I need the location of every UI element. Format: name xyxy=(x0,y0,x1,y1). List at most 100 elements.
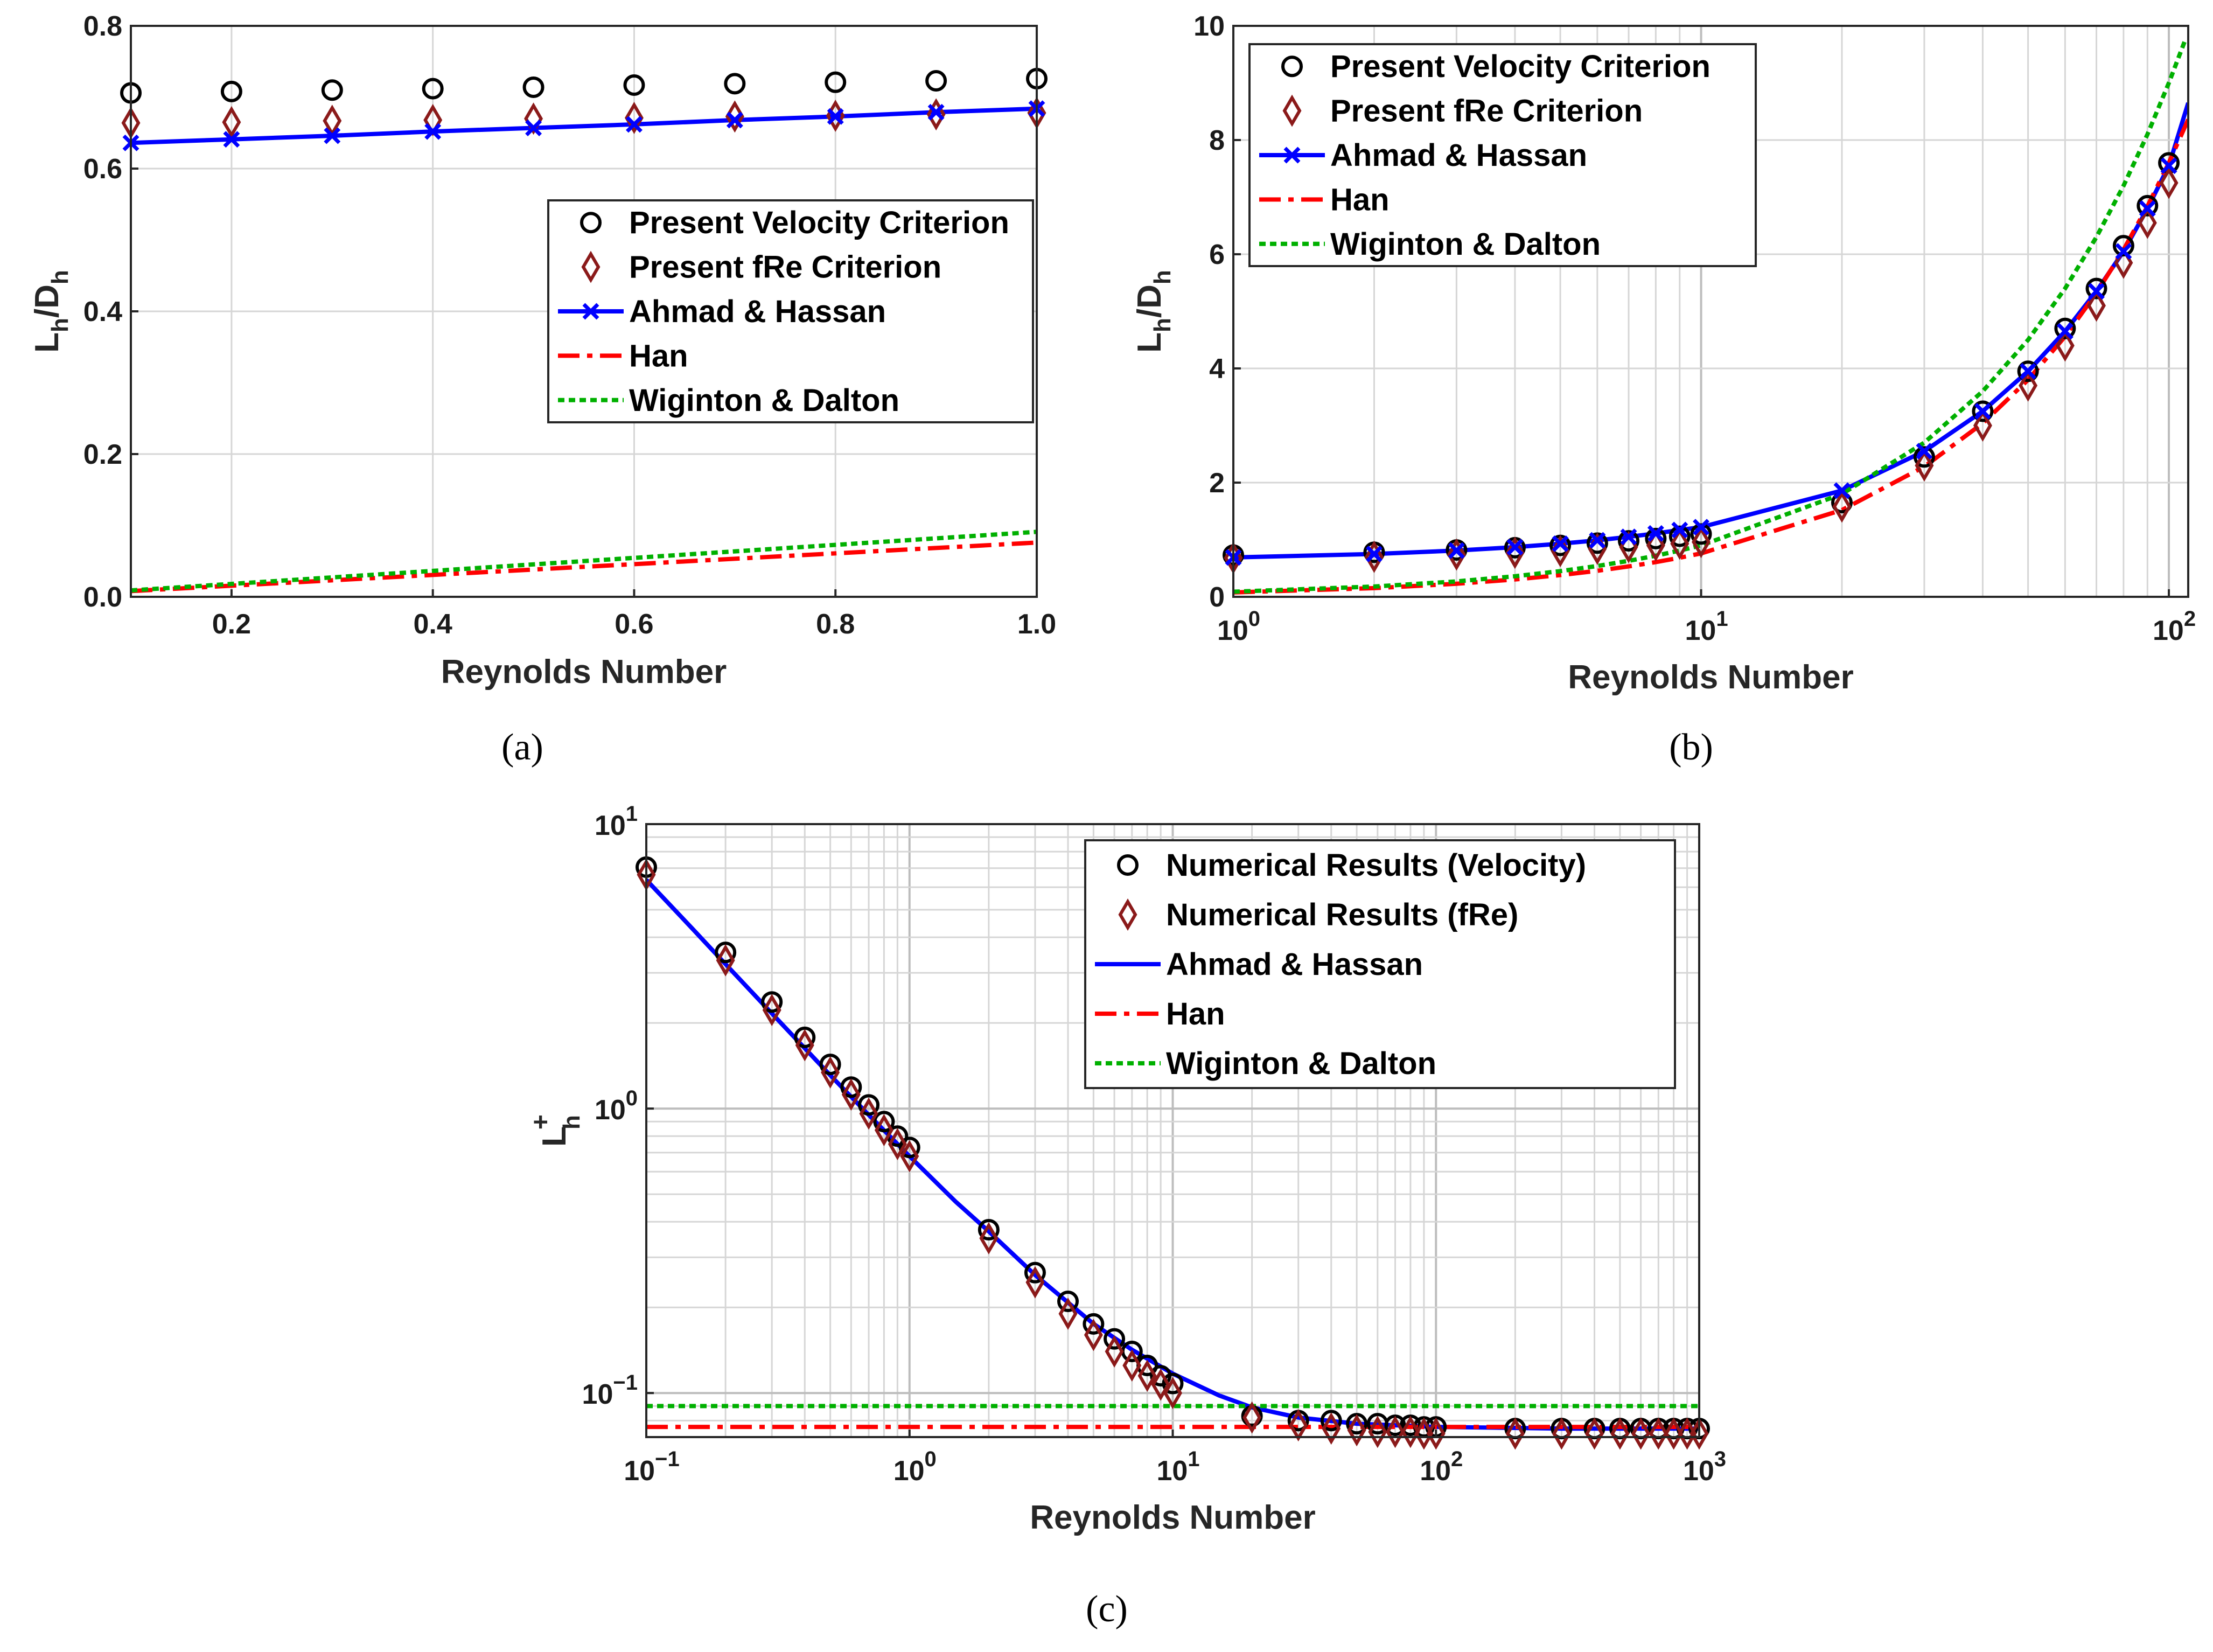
data-point-fre xyxy=(1386,1416,1405,1448)
x-tick-label: 1.0 xyxy=(1017,609,1056,640)
legend-marker-ahmad xyxy=(1283,147,1301,164)
x-tick-label: 10−1 xyxy=(624,1447,679,1487)
data-point-ahmad xyxy=(1671,521,1688,539)
legend-box xyxy=(1084,839,1676,1089)
legend-item-ahmad: Ahmad & Hassan xyxy=(1259,138,1587,173)
y-tick-label: 6 xyxy=(1209,239,1225,270)
data-point-ahmad xyxy=(927,103,945,121)
data-point-fre xyxy=(1122,1349,1142,1382)
data-point-ahmad xyxy=(1506,539,1524,556)
data-point-fre xyxy=(1322,1412,1341,1445)
data-point-fre xyxy=(888,1128,907,1161)
data-point-ahmad xyxy=(1693,519,1709,536)
y-axis-label: Lh/Dh xyxy=(29,270,73,353)
data-point-velocity xyxy=(1972,400,1994,422)
data-point-velocity xyxy=(2137,194,2159,217)
data-point-velocity xyxy=(794,1026,816,1048)
data-point-velocity xyxy=(2112,235,2134,257)
data-point-fre xyxy=(1401,1416,1420,1448)
data-point-fre xyxy=(1552,1417,1571,1450)
legend-item-han: Han xyxy=(558,338,688,373)
tick-exponent: 0 xyxy=(925,1447,937,1471)
x-tick-label: 0.6 xyxy=(615,609,653,640)
legend-item-velocity: Numerical Results (Velocity) xyxy=(1117,848,1586,883)
data-point-ahmad xyxy=(1833,482,1851,499)
legend-label-velocity: Numerical Results (Velocity) xyxy=(1166,848,1586,883)
tick-exponent: 3 xyxy=(1714,1447,1726,1471)
legend-item-fre: Present fRe Criterion xyxy=(1282,94,1643,129)
data-point-fre xyxy=(1058,1298,1078,1330)
data-point-fre xyxy=(1505,536,1525,569)
tick-exponent: 2 xyxy=(2184,607,2196,631)
x-tick-label: 101 xyxy=(1685,607,1728,646)
tick-exponent: 1 xyxy=(626,802,638,826)
x-tick-label: 0.4 xyxy=(414,609,452,640)
legend-item-ahmad: Ahmad & Hassan xyxy=(558,294,886,329)
legend-label-ahmad: Ahmad & Hassan xyxy=(1166,947,1423,982)
data-point-velocity xyxy=(715,942,737,964)
legend-marker-velocity xyxy=(1281,55,1303,78)
legend-label-fre: Present fRe Criterion xyxy=(1330,94,1643,129)
legend-label-ahmad: Ahmad & Hassan xyxy=(1330,138,1587,173)
data-point-fre xyxy=(1631,1417,1651,1450)
data-point-ahmad xyxy=(625,116,643,133)
legend: Present Velocity Criterion Present fRe Cr… xyxy=(547,199,1034,423)
data-point-velocity xyxy=(978,1219,1000,1241)
y-axis-label-part: h xyxy=(47,270,73,284)
legend-item-ahmad: Ahmad & Hassan xyxy=(1095,947,1423,982)
legend-item-wiginton: Wiginton & Dalton xyxy=(1259,227,1601,262)
data-point-fre xyxy=(1242,1401,1262,1434)
panel-caption-c: (c) xyxy=(1086,1588,1128,1630)
legend-label-velocity: Present Velocity Criterion xyxy=(629,205,1009,240)
y-tick-label: 0.4 xyxy=(83,296,122,327)
data-point-velocity xyxy=(321,79,343,101)
y-tick-label: 10 xyxy=(1193,11,1225,42)
legend-item-velocity: Present Velocity Criterion xyxy=(1281,49,1711,84)
data-point-fre xyxy=(979,1222,999,1254)
data-point-ahmad xyxy=(726,111,743,129)
legend-label-fre: Present fRe Criterion xyxy=(629,250,941,285)
data-point-ahmad xyxy=(525,119,542,136)
y-tick-label: 8 xyxy=(1209,125,1225,156)
y-axis-label-part: /D xyxy=(29,284,66,318)
y-axis-label-part: /D xyxy=(1131,284,1168,318)
legend-label-wiginton: Wiginton & Dalton xyxy=(1166,1046,1436,1081)
y-tick-label: 10−1 xyxy=(582,1371,638,1410)
data-point-ahmad xyxy=(2139,200,2156,217)
data-point-ahmad xyxy=(1974,403,1991,420)
x-tick-label: 102 xyxy=(1420,1447,1463,1487)
panel-caption-b: (b) xyxy=(1669,727,1713,768)
data-point-fre xyxy=(1690,1417,1709,1450)
data-point-fre xyxy=(1505,1417,1525,1450)
data-point-fre xyxy=(524,102,543,135)
legend-label-velocity: Present Velocity Criterion xyxy=(1330,49,1711,84)
data-point-fre xyxy=(1414,1417,1434,1450)
data-point-velocity xyxy=(1913,446,1935,468)
data-point-fre xyxy=(1692,526,1711,559)
data-point-ahmad xyxy=(1647,525,1664,542)
data-point-fre xyxy=(1163,1377,1182,1410)
data-point-fre xyxy=(2087,289,2106,322)
data-point-velocity xyxy=(724,73,746,95)
data-point-velocity xyxy=(220,80,242,102)
data-point-fre xyxy=(1084,1319,1103,1351)
legend-box xyxy=(1248,43,1757,267)
legend-item-fre: Numerical Results (fRe) xyxy=(1118,897,1518,932)
data-point-ahmad xyxy=(1552,535,1569,552)
tick-exponent: 1 xyxy=(1188,1447,1199,1471)
data-point-ahmad xyxy=(1589,532,1606,549)
x-tick-label: 100 xyxy=(893,1447,937,1487)
data-point-velocity xyxy=(522,76,544,98)
data-point-velocity xyxy=(1669,525,1691,547)
y-axis-label-part: h xyxy=(559,1115,585,1130)
data-point-velocity xyxy=(825,71,847,93)
y-tick-label: 0.0 xyxy=(83,582,122,613)
y-axis-label-part: h xyxy=(1149,270,1176,284)
data-point-ahmad xyxy=(223,131,240,148)
data-point-velocity xyxy=(858,1094,880,1116)
chart-panel-a: 0.2 0.4 0.6 0.8 1.0 0.0 0.2 0.4 0.6 0.8 Reynolds N… xyxy=(29,11,1056,768)
data-point-velocity xyxy=(1024,1261,1046,1284)
